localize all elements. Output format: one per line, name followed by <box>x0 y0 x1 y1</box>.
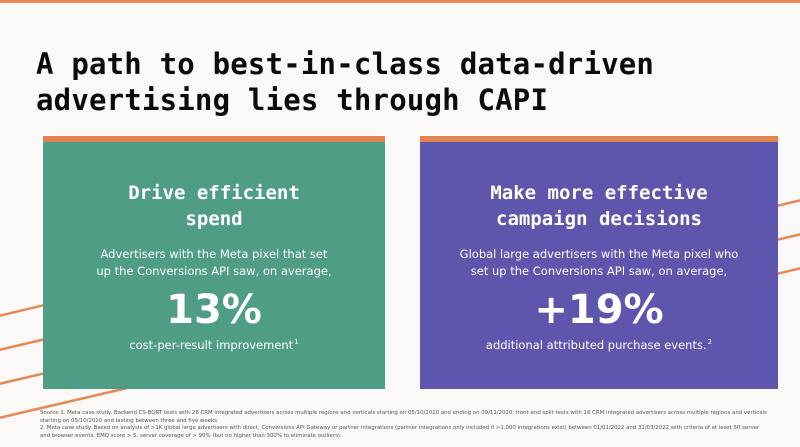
card-body-line: set up the Conversions API saw, on avera… <box>470 264 728 278</box>
card-title: Drive efficient spend <box>43 180 385 232</box>
card-stat-caption: cost-per-result improvement1 <box>43 334 385 353</box>
title-line: A path to best-in-class data-driven <box>36 47 655 81</box>
footnote-text: Source 1. Meta case study. Backend CS-BQ… <box>40 410 767 424</box>
top-accent-strip <box>0 0 800 3</box>
card-title-line: spend <box>185 208 243 230</box>
card-title: Make more effective campaign decisions <box>420 180 778 232</box>
card-stat-caption: additional attributed purchase events.2 <box>420 334 778 353</box>
page-title: A path to best-in-class data-driven adve… <box>36 46 776 118</box>
card-title-line: campaign decisions <box>496 208 702 230</box>
card-caption-text: additional attributed purchase events. <box>485 337 707 352</box>
footnote-text: 2. Meta case study. Based on analysis of… <box>40 425 760 439</box>
card-caption-text: cost-per-result improvement <box>129 337 294 352</box>
stat-card-campaign-decisions: Make more effective campaign decisions G… <box>420 136 778 389</box>
card-body-line: Advertisers with the Meta pixel that set <box>100 247 328 261</box>
footnote-marker: 2 <box>707 338 713 346</box>
card-body-line: up the Conversions API saw, on average, <box>96 264 332 278</box>
source-footnotes: Source 1. Meta case study. Backend CS-BQ… <box>40 410 770 440</box>
card-accent-bar <box>43 136 385 142</box>
card-stat-value: 13% <box>166 287 262 333</box>
stat-card-efficient-spend: Drive efficient spend Advertisers with t… <box>43 136 385 389</box>
card-title-line: Make more effective <box>490 182 708 204</box>
footnote-marker: 1 <box>294 338 299 346</box>
card-body-line: Global large advertisers with the Meta p… <box>459 247 739 261</box>
title-line: advertising lies through CAPI <box>36 83 549 117</box>
card-body-text: Advertisers with the Meta pixel that set… <box>43 246 385 280</box>
card-accent-bar <box>420 136 778 142</box>
card-body-text: Global large advertisers with the Meta p… <box>420 246 778 280</box>
card-title-line: Drive efficient <box>128 182 300 204</box>
card-stat-value: +19% <box>534 287 664 333</box>
